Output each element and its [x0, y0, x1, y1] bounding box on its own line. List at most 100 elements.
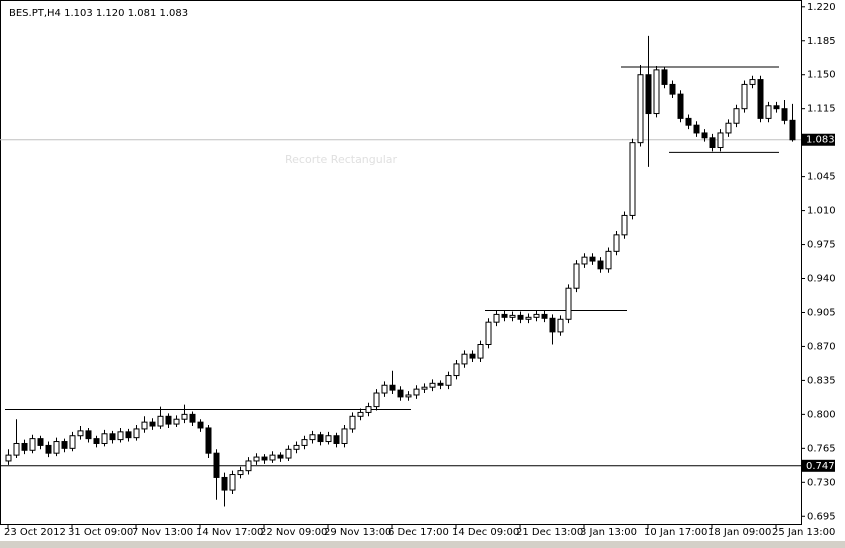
candle-body: [229, 474, 236, 491]
x-tick-label: 7 Nov 13:00: [132, 527, 193, 538]
x-tick-label: 22 Nov 09:00: [260, 527, 327, 538]
candle-body: [253, 456, 260, 462]
candle-body: [637, 74, 644, 144]
candle-body: [717, 132, 724, 149]
candle-body: [413, 388, 420, 396]
y-tick-label: 0.800: [807, 409, 836, 420]
candle-body: [645, 74, 652, 115]
candle-body: [709, 137, 716, 149]
candle-body: [701, 132, 708, 139]
y-tick-label: 0.695: [807, 511, 836, 522]
candle-body: [789, 119, 796, 141]
x-tick-label: 3 Jan 13:00: [580, 527, 637, 538]
candle-body: [565, 287, 572, 320]
candle-body: [61, 441, 68, 449]
candle-body: [581, 256, 588, 265]
candle-body: [669, 83, 676, 95]
candle-body: [221, 476, 228, 491]
candle-body: [277, 454, 284, 459]
candle-body: [437, 382, 444, 386]
candle-body: [381, 384, 388, 394]
price-label-box: [802, 459, 835, 472]
price-label: 0.747: [806, 461, 835, 472]
candle-body: [733, 108, 740, 124]
candle-body: [29, 438, 36, 451]
candle-body: [757, 79, 764, 119]
chart-title: BES.PT,H4 1.103 1.120 1.081 1.083: [9, 8, 188, 19]
candle-body: [157, 415, 164, 427]
candle-body: [693, 124, 700, 134]
window-edge: [0, 541, 845, 548]
candle-body: [501, 313, 508, 318]
candle-body: [357, 411, 364, 417]
candle-body: [213, 452, 220, 478]
candle-body: [269, 454, 276, 461]
candle-body: [741, 83, 748, 110]
candle-body: [685, 117, 692, 126]
candle-body: [205, 427, 212, 454]
candle-body: [237, 470, 244, 476]
candle-body: [365, 406, 372, 413]
y-tick-label: 0.975: [807, 240, 836, 251]
candle-body: [597, 260, 604, 270]
x-tick-label: 6 Dec 17:00: [388, 527, 449, 538]
candle-body: [101, 433, 108, 444]
price-label-box: [802, 133, 835, 146]
candle-body: [573, 263, 580, 289]
candle-body: [341, 428, 348, 444]
candle-body: [333, 435, 340, 444]
candle-body: [85, 430, 92, 440]
candle-body: [173, 418, 180, 425]
candle-body: [589, 256, 596, 262]
candle-body: [261, 456, 268, 461]
y-tick-label: 0.905: [807, 307, 836, 318]
candle-body: [325, 435, 332, 443]
candle-body: [5, 454, 12, 462]
x-tick-label: 14 Dec 09:00: [452, 527, 519, 538]
candle-body: [109, 433, 116, 441]
y-tick-label: 1.185: [807, 36, 836, 47]
candle-body: [21, 442, 28, 451]
x-tick-label: 21 Dec 13:00: [516, 527, 583, 538]
candle-body: [677, 93, 684, 119]
candle-body: [525, 316, 532, 320]
y-tick-label: 0.835: [807, 375, 836, 386]
candle-body: [165, 415, 172, 425]
candle-body: [421, 386, 428, 390]
y-tick-label: 1.010: [807, 206, 836, 217]
y-tick-label: 0.730: [807, 477, 836, 488]
candle-body: [765, 105, 772, 119]
candle-body: [45, 444, 52, 454]
candle-body: [373, 392, 380, 408]
candle-body: [125, 431, 132, 439]
candle-body: [781, 108, 788, 121]
y-tick-label: 0.870: [807, 341, 836, 352]
candle-body: [613, 234, 620, 252]
candle-body: [453, 363, 460, 377]
candle-body: [509, 314, 516, 318]
y-tick-label: 0.940: [807, 274, 836, 285]
candle-body: [181, 413, 188, 420]
y-tick-label: 1.150: [807, 70, 836, 81]
candle-body: [397, 389, 404, 398]
candle-body: [493, 313, 500, 323]
y-tick-label: 0.765: [807, 443, 836, 454]
x-tick-label: 29 Nov 13:00: [324, 527, 391, 538]
candle-body: [69, 435, 76, 449]
candle-body: [725, 122, 732, 134]
candle-body: [661, 69, 668, 85]
candle-body: [317, 434, 324, 443]
candle-body: [653, 69, 660, 115]
watermark: Recorte Rectangular: [285, 153, 398, 166]
candle-body: [405, 394, 412, 398]
y-tick-label: 1.115: [807, 104, 836, 115]
candle-body: [13, 442, 20, 456]
candle-body: [485, 321, 492, 346]
candle-body: [477, 344, 484, 359]
candle-body: [541, 313, 548, 319]
candle-body: [621, 214, 628, 236]
candle-body: [133, 428, 140, 439]
candle-body: [293, 444, 300, 450]
